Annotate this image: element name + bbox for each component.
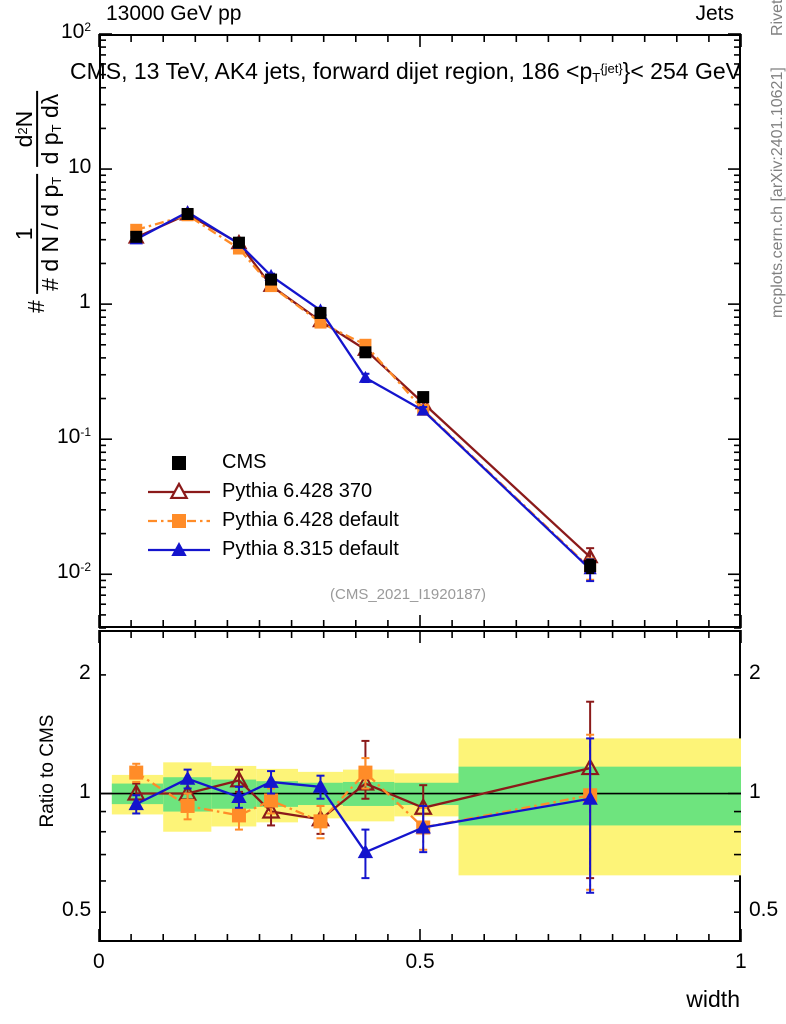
main-ytick-label: 102 bbox=[61, 20, 92, 43]
ylab-frac2-num-n: N bbox=[11, 110, 38, 128]
legend-item-pythia-6-428-370[interactable]: Pythia 6.428 370 bbox=[148, 477, 399, 506]
ratio-ytick-label-left: 0.5 bbox=[62, 898, 92, 922]
ylab-frac1-den-text: # d N / d p bbox=[37, 184, 64, 291]
analysis-id-watermark: (CMS_2021_I1920187) bbox=[330, 586, 486, 603]
ylab-frac2-den-dp: d p bbox=[37, 132, 64, 165]
ylab-frac2-den: d pT dλ bbox=[36, 90, 65, 168]
ylab-frac1-num: 1 bbox=[11, 227, 38, 241]
header-category-label: Jets bbox=[695, 2, 734, 25]
legend-item-pythia-8-315-default[interactable]: Pythia 8.315 default bbox=[148, 535, 399, 564]
title-sup: {jet} bbox=[600, 61, 623, 76]
rivet-version-note: Rivet 4.1.0, ≥ 100k events bbox=[769, 0, 786, 36]
legend-key-square-filled-icon bbox=[148, 453, 210, 473]
x-axis-label: width bbox=[686, 986, 740, 1012]
ylab-frac2-num-d: d bbox=[11, 134, 38, 148]
ratio-ytick-label-right: 2 bbox=[749, 660, 761, 684]
legend-item-pythia-6-428-default[interactable]: Pythia 6.428 default bbox=[148, 506, 399, 535]
ratio-ytick-label-right: 1 bbox=[749, 779, 761, 803]
ylab-frac2-num-sup: 2 bbox=[15, 127, 31, 135]
title-suffix: }< 254 GeV bbox=[622, 58, 741, 84]
tick-exponent: -2 bbox=[80, 560, 92, 575]
y-axis-label-main: # 1 # d N / d pT d2N d pT dλ bbox=[11, 12, 65, 392]
legend-key-triangle-filled-icon bbox=[148, 540, 210, 560]
ylab-fraction-2: d2N d pT dλ bbox=[11, 90, 65, 168]
ylab-frac2-den-dl: dλ bbox=[37, 93, 64, 119]
ratio-ytick-label-right: 0.5 bbox=[749, 898, 779, 922]
main-ytick-label: 1 bbox=[79, 290, 91, 314]
main-ytick-label: 10-1 bbox=[57, 425, 92, 449]
legend-key-triangle-open-icon bbox=[148, 481, 210, 502]
legend-item-cms[interactable]: CMS bbox=[148, 448, 399, 477]
ylab-frac1-den: # d N / d pT bbox=[36, 173, 65, 294]
ylab-fraction-1: 1 # d N / d pT bbox=[11, 173, 65, 294]
ylab-frac1-den-sub: T bbox=[49, 176, 65, 185]
mcplots-source-note: mcplots.cern.ch [arXiv:2401.10621] bbox=[769, 67, 786, 318]
legend-label: Pythia 8.315 default bbox=[222, 538, 399, 560]
legend-label: Pythia 6.428 370 bbox=[222, 480, 373, 502]
legend: CMS Pythia 6.428 370 Pythia 6.428 default P… bbox=[148, 448, 399, 564]
ratio-ytick-label-left: 1 bbox=[79, 779, 91, 803]
x-tick-label: 1 bbox=[735, 950, 747, 973]
main-ytick-label: 10 bbox=[68, 155, 92, 179]
x-tick-label: 0 bbox=[93, 950, 105, 973]
tick-exponent: 2 bbox=[84, 20, 92, 34]
ylab-hash: # bbox=[23, 300, 50, 314]
x-tick-label: 0.5 bbox=[405, 950, 435, 973]
title-prefix: CMS, 13 TeV, AK4 jets, forward dijet reg… bbox=[70, 58, 593, 84]
ratio-ytick-label-left: 2 bbox=[79, 660, 91, 684]
ylab-frac2-num: d2N bbox=[11, 91, 38, 168]
legend-label: Pythia 6.428 default bbox=[222, 509, 399, 531]
ratio-plot-frame bbox=[99, 630, 741, 942]
page-title: CMS, 13 TeV, AK4 jets, forward dijet reg… bbox=[70, 58, 741, 85]
y-axis-label-ratio: Ratio to CMS bbox=[37, 714, 58, 828]
legend-key-square-filled-icon bbox=[148, 511, 210, 531]
main-ytick-label: 10-2 bbox=[57, 560, 92, 584]
tick-exponent: -1 bbox=[80, 425, 92, 440]
ylab-frac2-den-sub: T bbox=[49, 124, 65, 133]
title-sub: T bbox=[592, 70, 601, 85]
legend-label: CMS bbox=[222, 451, 267, 473]
header-beam-label: 13000 GeV pp bbox=[106, 2, 242, 25]
